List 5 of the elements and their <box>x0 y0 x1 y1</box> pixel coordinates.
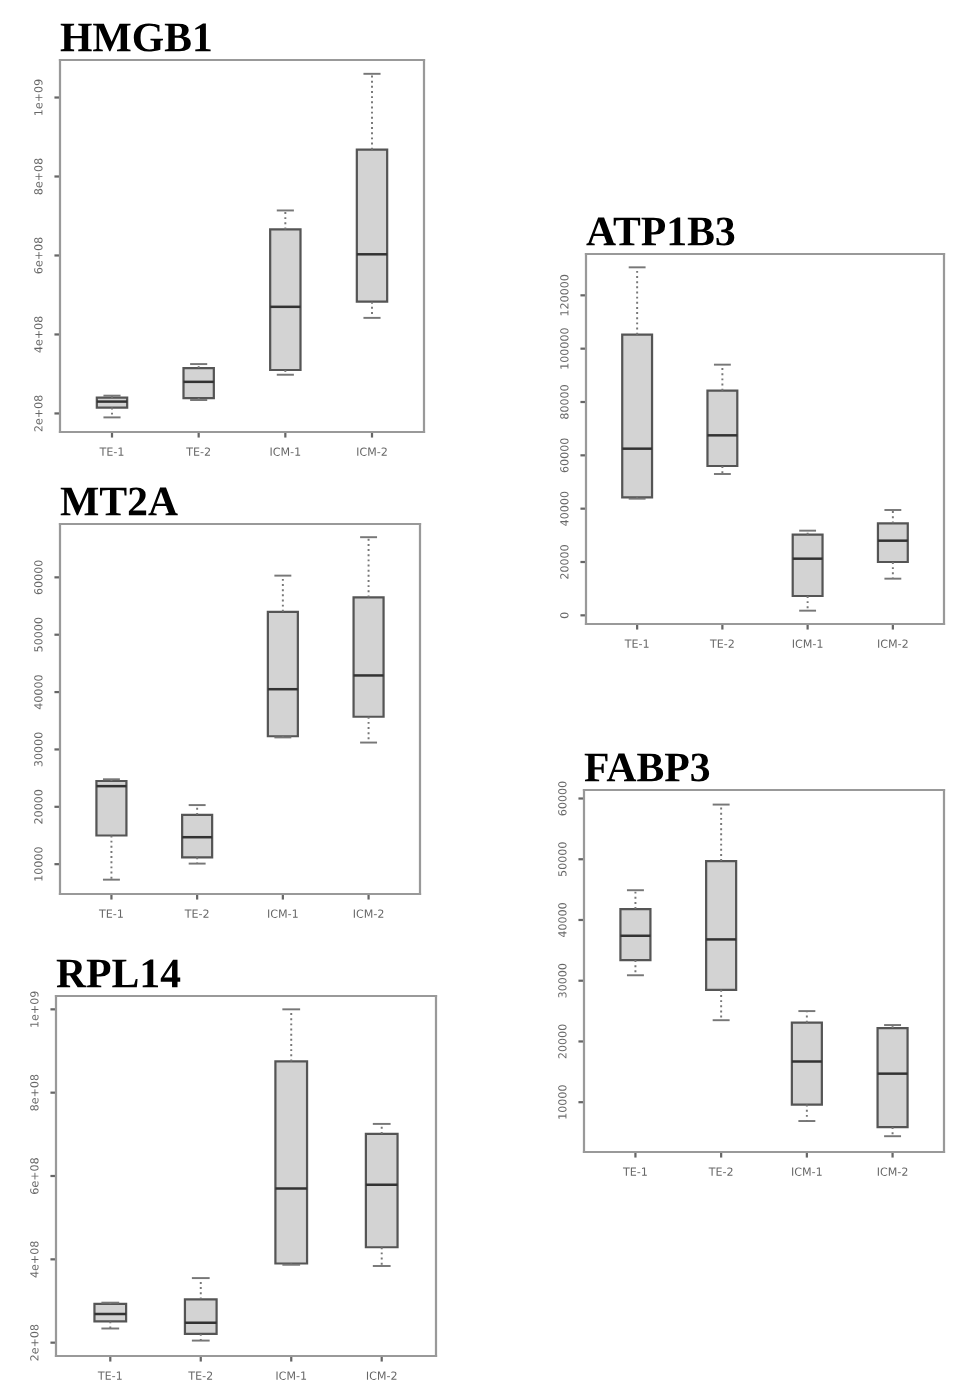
chart-title: ATP1B3 <box>586 217 735 246</box>
chart-title: FABP3 <box>584 753 710 782</box>
chart-title: RPL14 <box>56 959 181 988</box>
chart-title: HMGB1 <box>60 23 211 52</box>
chart-title: MT2A <box>60 487 178 516</box>
